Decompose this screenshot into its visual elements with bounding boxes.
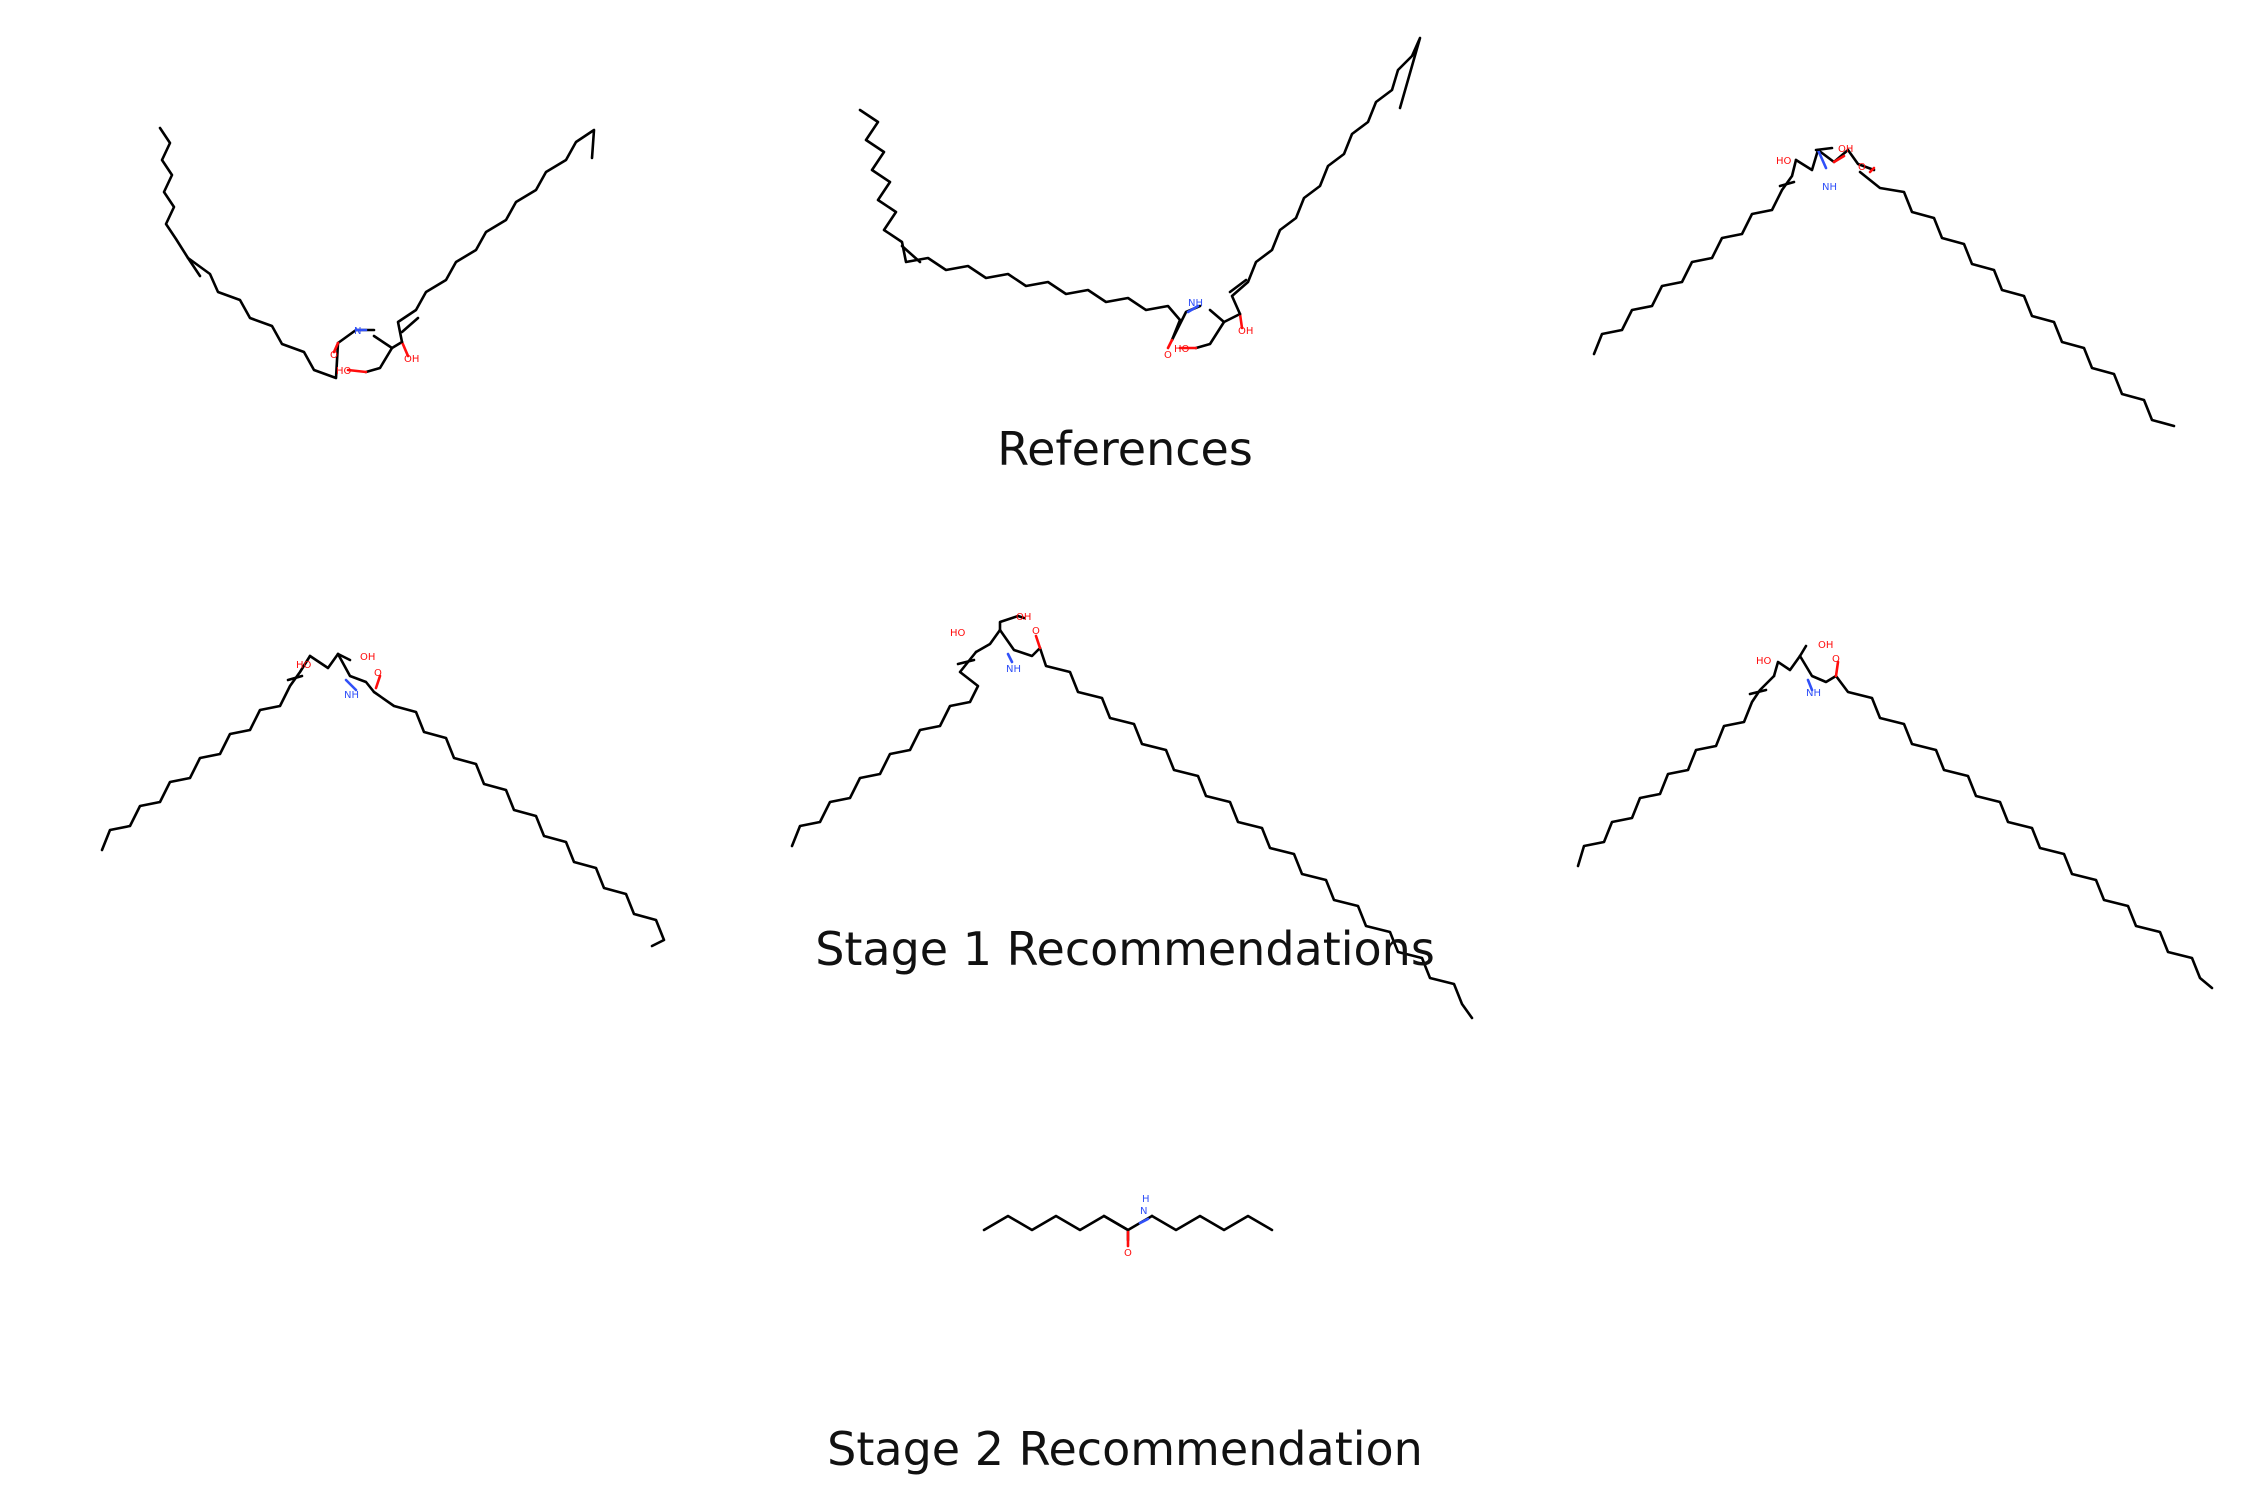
section-title-stage-1: Stage 1 Recommendations — [815, 922, 1435, 976]
nh-label: NH — [344, 690, 359, 701]
ho-label: HO — [1776, 156, 1792, 167]
ho-label: HO — [296, 660, 312, 671]
oh-label: OH — [360, 652, 375, 663]
nh-label: NH — [1006, 664, 1021, 675]
nh-label: N — [354, 326, 361, 337]
ho-label: HO — [1174, 344, 1190, 355]
oh-label: OH — [404, 354, 419, 365]
section-title-stage-2: Stage 2 Recommendation — [827, 1422, 1423, 1476]
o-label: O — [1164, 350, 1172, 361]
oh-label: OH — [1016, 612, 1031, 623]
section-title-references: References — [997, 422, 1253, 476]
o-label: O — [330, 350, 338, 361]
o-label: O — [1032, 626, 1040, 637]
oh-label: OH — [1238, 326, 1253, 337]
ho-label: HO — [336, 366, 352, 377]
ho-label: HO — [950, 628, 966, 639]
ho-label: HO — [1756, 656, 1772, 667]
o-label: O — [1832, 654, 1840, 665]
nh-label: NH — [1822, 182, 1837, 193]
nh-label: NH — [1188, 298, 1203, 309]
nh-label: NH — [1806, 688, 1821, 699]
n-label: N — [1140, 1206, 1147, 1217]
o-label: O — [374, 668, 382, 679]
o-label: O — [1858, 162, 1866, 173]
h-label: H — [1142, 1194, 1150, 1205]
o-label: O — [1124, 1248, 1132, 1259]
oh-label: OH — [1838, 144, 1853, 155]
oh-label: OH — [1818, 640, 1833, 651]
